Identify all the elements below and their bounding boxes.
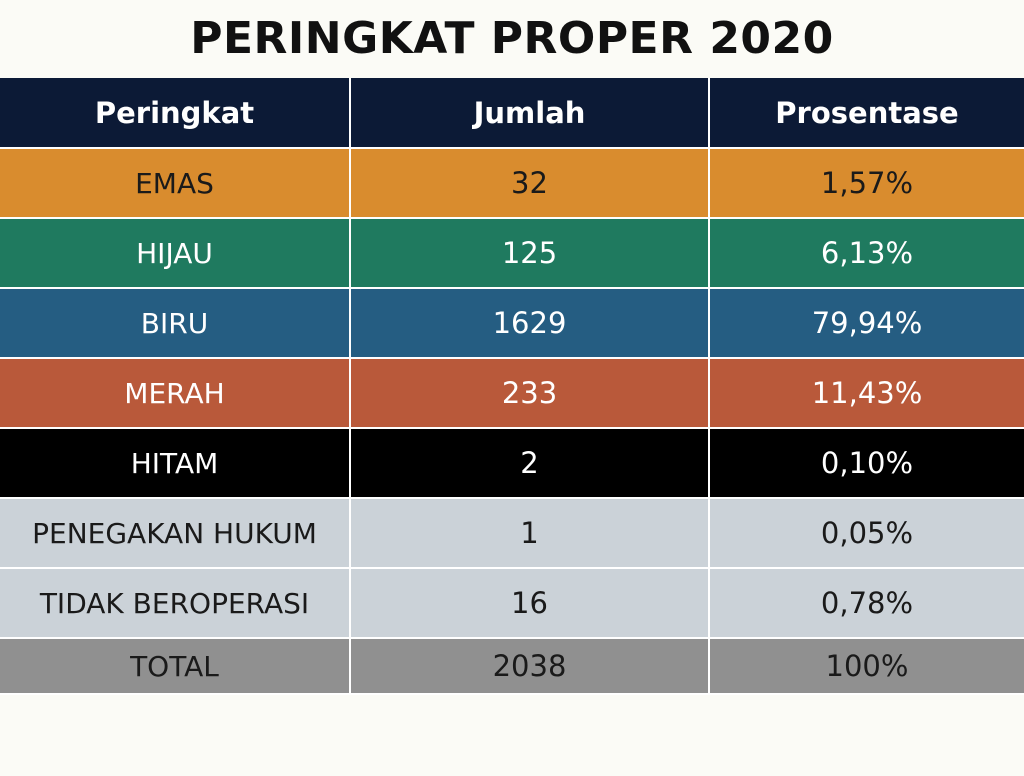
table-header-row: Peringkat Jumlah Prosentase <box>0 78 1024 149</box>
cell-peringkat: EMAS <box>0 148 351 219</box>
cell-peringkat: HIJAU <box>0 218 351 289</box>
table-row: EMAS 32 1,57% <box>0 148 1024 219</box>
cell-prosentase: 79,94% <box>709 288 1024 359</box>
cell-peringkat: BIRU <box>0 288 351 359</box>
cell-prosentase: 0,78% <box>709 568 1024 639</box>
cell-peringkat: MERAH <box>0 358 351 429</box>
header-prosentase: Prosentase <box>709 78 1024 149</box>
cell-total-prosentase: 100% <box>709 638 1024 695</box>
table-row: PENEGAKAN HUKUM 1 0,05% <box>0 498 1024 569</box>
cell-prosentase: 0,05% <box>709 498 1024 569</box>
page-title: PERINGKAT PROPER 2020 <box>190 13 834 64</box>
cell-prosentase: 1,57% <box>709 148 1024 219</box>
cell-jumlah: 125 <box>350 218 710 289</box>
cell-prosentase: 0,10% <box>709 428 1024 499</box>
cell-jumlah: 1 <box>350 498 710 569</box>
table-row: HITAM 2 0,10% <box>0 428 1024 499</box>
cell-total-jumlah: 2038 <box>350 638 710 695</box>
cell-jumlah: 233 <box>350 358 710 429</box>
cell-prosentase: 11,43% <box>709 358 1024 429</box>
header-jumlah: Jumlah <box>350 78 710 149</box>
cell-peringkat: TIDAK BEROPERASI <box>0 568 351 639</box>
cell-jumlah: 2 <box>350 428 710 499</box>
proper-rating-table: Peringkat Jumlah Prosentase EMAS 32 1,57… <box>0 78 1024 695</box>
cell-prosentase: 6,13% <box>709 218 1024 289</box>
table-row: MERAH 233 11,43% <box>0 358 1024 429</box>
table-row: TIDAK BEROPERASI 16 0,78% <box>0 568 1024 639</box>
table-row: HIJAU 125 6,13% <box>0 218 1024 289</box>
table-row: BIRU 1629 79,94% <box>0 288 1024 359</box>
cell-peringkat: PENEGAKAN HUKUM <box>0 498 351 569</box>
total-row: TOTAL 2038 100% <box>0 638 1024 695</box>
cell-jumlah: 1629 <box>350 288 710 359</box>
cell-total-label: TOTAL <box>0 638 351 695</box>
cell-jumlah: 16 <box>350 568 710 639</box>
header-peringkat: Peringkat <box>0 78 351 149</box>
cell-jumlah: 32 <box>350 148 710 219</box>
cell-peringkat: HITAM <box>0 428 351 499</box>
